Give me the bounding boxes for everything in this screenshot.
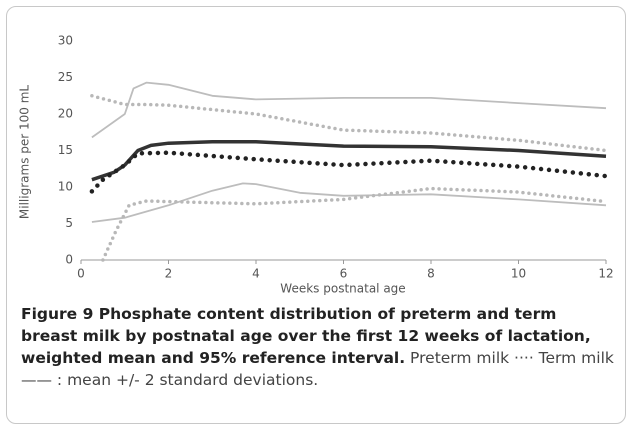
figure-caption: Figure 9 Phosphate content distribution … (21, 303, 617, 391)
series-line (91, 81, 607, 139)
series-line (91, 182, 607, 223)
y-tick-label: 20 (58, 107, 73, 121)
x-tick-label: 2 (165, 267, 173, 281)
series-line (89, 150, 609, 194)
y-axis-label: Milligrams per 100 mL (18, 85, 32, 220)
x-axis-label: Weeks postnatal age (280, 282, 405, 296)
x-tick-label: 6 (340, 267, 348, 281)
x-tick-label: 10 (511, 267, 526, 281)
x-tick-label: 12 (598, 267, 613, 281)
caption-text: Preterm milk ···· Term milk —— : mean +/… (21, 349, 614, 389)
figure-frame: Milligrams per 100 mL Weeks postnatal ag… (6, 6, 626, 424)
y-tick-label: 15 (58, 143, 73, 157)
caption-title: Figure 9 Phosphate content distribution … (21, 305, 591, 367)
y-tick-label: 0 (65, 253, 73, 267)
x-tick-label: 8 (427, 267, 435, 281)
x-tick-label: 0 (77, 267, 85, 281)
chart: Milligrams per 100 mL Weeks postnatal ag… (18, 34, 614, 296)
series-line (90, 94, 608, 153)
y-tick-label: 5 (65, 216, 73, 230)
y-tick-label: 30 (58, 34, 73, 48)
series-line (101, 186, 608, 262)
x-tick-label: 4 (252, 267, 260, 281)
y-tick-label: 10 (58, 180, 73, 194)
y-tick-label: 25 (58, 70, 73, 84)
series-line (91, 139, 607, 182)
